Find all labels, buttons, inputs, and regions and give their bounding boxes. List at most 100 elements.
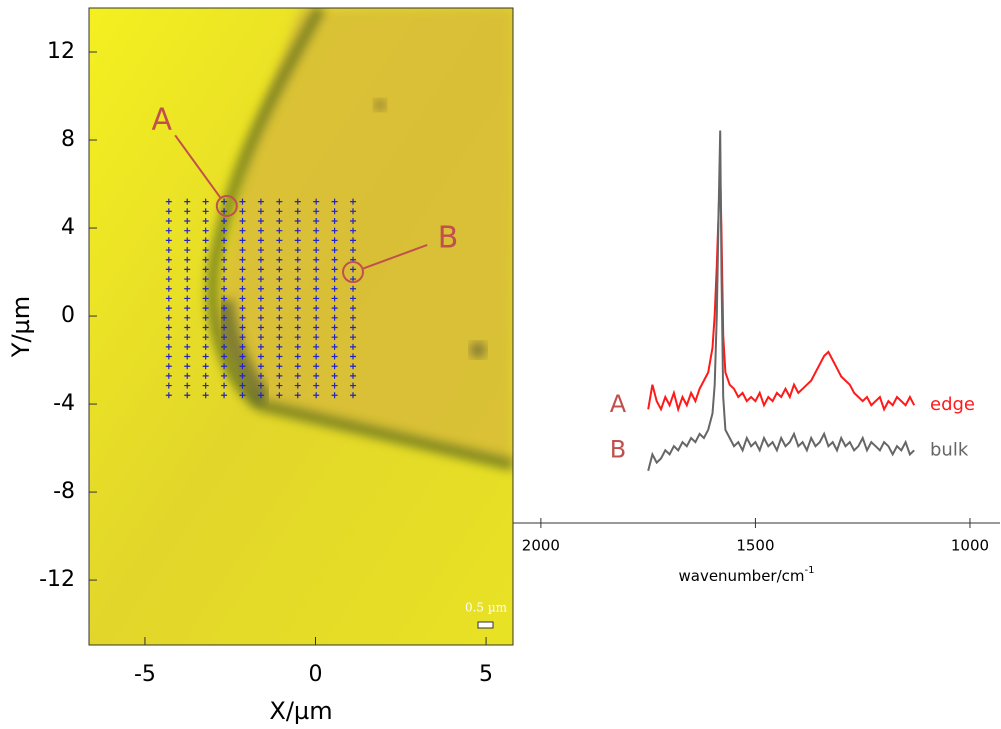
scan-point (294, 372, 301, 379)
scan-point (331, 227, 338, 234)
scan-point (239, 217, 246, 224)
y-tick-label: -12 (39, 567, 75, 592)
scan-point (221, 198, 228, 205)
scan-point (350, 208, 357, 215)
optical-image (89, 8, 513, 645)
scan-point (165, 198, 172, 205)
scan-point (165, 314, 172, 321)
series-label: B (610, 435, 626, 463)
scan-point (202, 353, 209, 360)
scan-point (239, 285, 246, 292)
scan-point (239, 198, 246, 205)
scan-point (202, 256, 209, 263)
scan-point (257, 198, 264, 205)
scan-point (276, 372, 283, 379)
scan-point (276, 276, 283, 283)
scan-point (184, 217, 191, 224)
x-axis-label: wavenumber/cm-1 (678, 565, 814, 585)
scan-point (202, 372, 209, 379)
scan-point (350, 237, 357, 244)
scan-point (331, 276, 338, 283)
scan-point (350, 266, 357, 273)
scan-point (331, 305, 338, 312)
scan-point (239, 276, 246, 283)
scan-point (202, 266, 209, 273)
scan-point (294, 343, 301, 350)
scan-point (350, 227, 357, 234)
scan-point (257, 363, 264, 370)
scan-point (165, 208, 172, 215)
scan-point (350, 198, 357, 205)
scan-point (331, 343, 338, 350)
scan-point (276, 353, 283, 360)
scan-point (294, 334, 301, 341)
scan-point (239, 266, 246, 273)
scan-point (165, 324, 172, 331)
scan-point (202, 334, 209, 341)
scan-point (165, 237, 172, 244)
x-tick-label: 1500 (736, 537, 774, 555)
scan-point (276, 295, 283, 302)
spectrum-line (647, 130, 915, 472)
scan-point (331, 392, 338, 399)
scan-point (331, 334, 338, 341)
scan-point (239, 392, 246, 399)
scan-point (239, 247, 246, 254)
scan-point (313, 237, 320, 244)
scan-point (184, 285, 191, 292)
scan-point (239, 372, 246, 379)
scan-point (257, 382, 264, 389)
scan-point (350, 295, 357, 302)
scan-point (350, 382, 357, 389)
map-frame (88, 7, 514, 646)
scan-point (294, 256, 301, 263)
scan-point (313, 324, 320, 331)
scan-point (184, 382, 191, 389)
x-tick-label: -5 (134, 662, 156, 687)
scan-point (276, 237, 283, 244)
scan-point (165, 372, 172, 379)
scan-point (257, 372, 264, 379)
scan-point (294, 324, 301, 331)
scan-point (257, 392, 264, 399)
scan-point (331, 295, 338, 302)
scan-point (257, 324, 264, 331)
scan-point (257, 305, 264, 312)
scan-point (294, 353, 301, 360)
scan-point (184, 276, 191, 283)
scan-point (239, 295, 246, 302)
scan-point (276, 247, 283, 254)
scan-point (313, 363, 320, 370)
scan-point (184, 305, 191, 312)
legend-label: edge (930, 394, 975, 415)
scan-point (294, 237, 301, 244)
scan-point (350, 217, 357, 224)
scan-point (257, 343, 264, 350)
scan-point (165, 227, 172, 234)
scan-point (350, 353, 357, 360)
scan-point (313, 266, 320, 273)
scan-point (313, 208, 320, 215)
scan-point (221, 343, 228, 350)
scan-point (221, 247, 228, 254)
scan-point (313, 247, 320, 254)
scan-point (350, 247, 357, 254)
scan-point (165, 276, 172, 283)
scan-point (313, 285, 320, 292)
scan-point (350, 392, 357, 399)
scan-point (184, 324, 191, 331)
scan-point (184, 227, 191, 234)
scan-point (294, 276, 301, 283)
scan-point (184, 343, 191, 350)
scan-point (239, 343, 246, 350)
scan-point (294, 285, 301, 292)
scan-point (221, 208, 228, 215)
x-tick-label: 0 (308, 662, 322, 687)
scan-point (221, 237, 228, 244)
scan-point (202, 198, 209, 205)
scan-point (331, 247, 338, 254)
y-tick-label: 12 (47, 39, 75, 64)
scan-point (313, 334, 320, 341)
scan-point (294, 227, 301, 234)
scan-point (313, 314, 320, 321)
